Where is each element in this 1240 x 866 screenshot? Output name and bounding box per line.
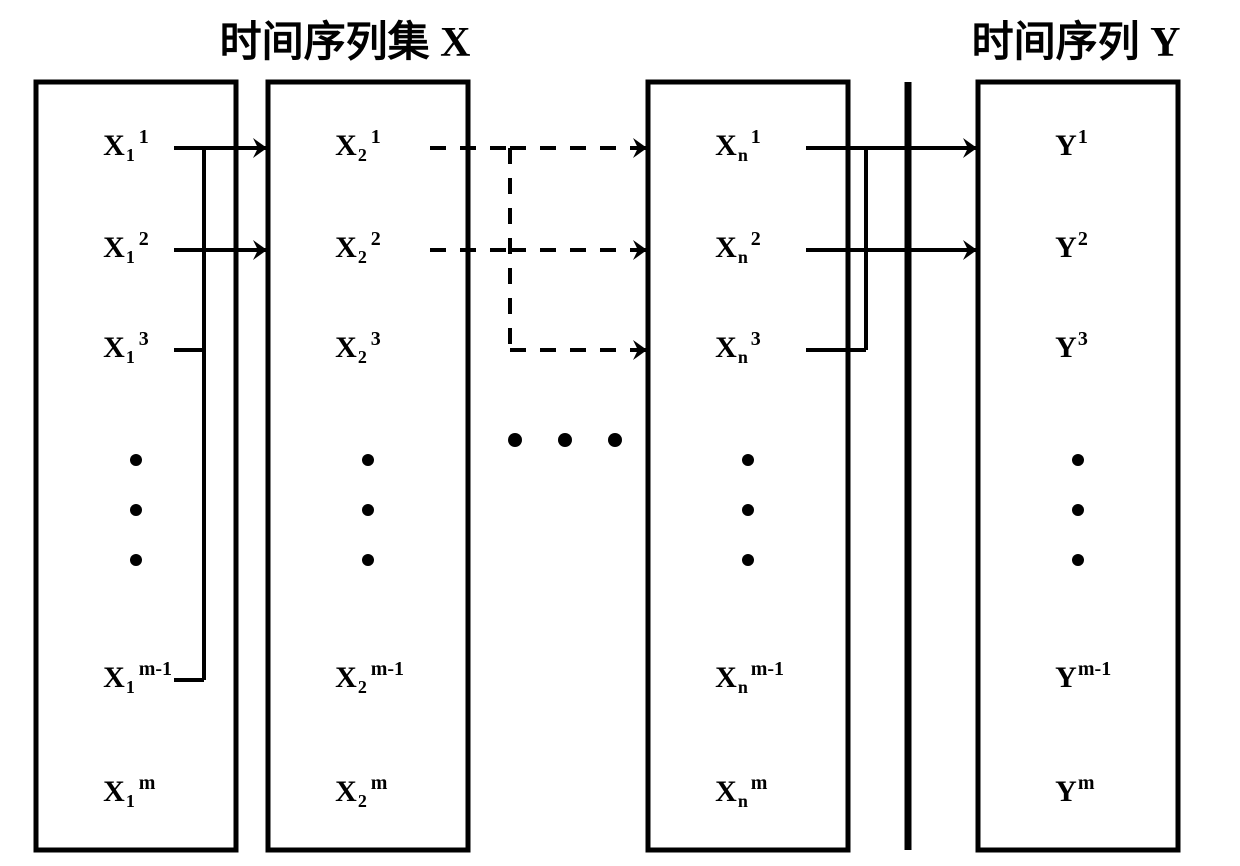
xn-row-2: Xn2 [715, 228, 761, 267]
x1-row-2: X12 [103, 228, 149, 267]
y-row-2-sup: 2 [1078, 228, 1088, 250]
ellipsis-dot [508, 433, 522, 447]
x2-row-3-sup: 3 [371, 328, 381, 350]
x2-row-m-base: X [335, 775, 357, 808]
y-row-1-base: Y [1055, 129, 1077, 162]
x1-row-2-sup: 2 [139, 228, 149, 250]
xn-row-m-sub: n [738, 791, 748, 811]
y-row-m-1-sup: m-1 [1078, 658, 1111, 680]
y-row-3-base: Y [1055, 331, 1077, 364]
xn-row-1-base: X [715, 129, 737, 162]
ellipsis-dot [608, 433, 622, 447]
x2-row-3-base: X [335, 331, 357, 364]
y-vdots [1072, 504, 1084, 516]
x2-vdots [362, 504, 374, 516]
arrows-x2-xn [430, 148, 646, 350]
x1-row-2-sub: 1 [126, 247, 135, 267]
x1-row-m-sup: m [139, 772, 156, 794]
x2-row-3-sub: 2 [358, 347, 367, 367]
xn-vdots [742, 454, 754, 466]
xn-row-2-sup: 2 [751, 228, 761, 250]
xn-row-1-sup: 1 [751, 126, 761, 148]
xn-row-m-sup: m [751, 772, 768, 794]
x2-vdots [362, 454, 374, 466]
xn-row-1: Xn1 [715, 126, 761, 165]
x2-row-2-base: X [335, 231, 357, 264]
xn-row-2-base: X [715, 231, 737, 264]
x2-row-2-sub: 2 [358, 247, 367, 267]
xn-row-m-1-sub: n [738, 677, 748, 697]
y-row-1-sup: 1 [1078, 126, 1088, 148]
xn-row-3: Xn3 [715, 328, 761, 367]
xn-row-3-base: X [715, 331, 737, 364]
x2-row-1: X21 [335, 126, 381, 165]
diagram-root: 时间序列集 X时间序列 YX11X12X13X1m-1X1mX21X22X23X… [0, 0, 1240, 866]
x1-row-3-sup: 3 [139, 328, 149, 350]
x1-row-1: X11 [103, 126, 149, 165]
x2-row-3: X23 [335, 328, 381, 367]
arrows-x1-x2 [174, 148, 266, 680]
y-row-m-1: Ym-1 [1055, 658, 1111, 694]
x2-row-2: X22 [335, 228, 381, 267]
x1-row-3: X13 [103, 328, 149, 367]
x1-vdots [130, 454, 142, 466]
arrows-xn-y [806, 148, 976, 350]
x2-row-m-sup: m [371, 772, 388, 794]
x1-row-1-base: X [103, 129, 125, 162]
xn-row-m-1: Xnm-1 [715, 658, 784, 697]
xn-row-3-sup: 3 [751, 328, 761, 350]
x2-row-m-1: X2m-1 [335, 658, 404, 697]
x1-row-1-sup: 1 [139, 126, 149, 148]
y-row-2-base: Y [1055, 231, 1077, 264]
y-row-3: Y3 [1055, 328, 1088, 364]
x2-row-m-1-sub: 2 [358, 677, 367, 697]
xn-row-m-1-sup: m-1 [751, 658, 784, 680]
x2-row-m: X2m [335, 772, 388, 811]
y-row-m-base: Y [1055, 775, 1077, 808]
xn-vdots [742, 554, 754, 566]
y-row-2: Y2 [1055, 228, 1088, 264]
x1-row-1-sub: 1 [126, 145, 135, 165]
x2-row-m-sub: 2 [358, 791, 367, 811]
x1-row-2-base: X [103, 231, 125, 264]
x1-row-m-base: X [103, 775, 125, 808]
x1-row-m-1-sup: m-1 [139, 658, 172, 680]
x2-row-2-sup: 2 [371, 228, 381, 250]
x1-row-3-sub: 1 [126, 347, 135, 367]
x2-row-1-sup: 1 [371, 126, 381, 148]
x2-row-m-1-sup: m-1 [371, 658, 404, 680]
xn-vdots [742, 504, 754, 516]
y-row-m: Ym [1055, 772, 1095, 808]
x2-row-1-base: X [335, 129, 357, 162]
x2-row-1-sub: 2 [358, 145, 367, 165]
x1-row-m-1-sub: 1 [126, 677, 135, 697]
xn-row-m-1-base: X [715, 661, 737, 694]
y-row-m-sup: m [1078, 772, 1095, 794]
title-x-set: 时间序列集 X [220, 19, 471, 66]
xn-row-m: Xnm [715, 772, 768, 811]
x1-vdots [130, 504, 142, 516]
x1-row-m-1: X1m-1 [103, 658, 172, 697]
x2-vdots [362, 554, 374, 566]
x2-row-m-1-base: X [335, 661, 357, 694]
y-row-3-sup: 3 [1078, 328, 1088, 350]
xn-row-1-sub: n [738, 145, 748, 165]
x1-vdots [130, 554, 142, 566]
x1-row-m: X1m [103, 772, 156, 811]
xn-row-m-base: X [715, 775, 737, 808]
y-vdots [1072, 454, 1084, 466]
x1-row-m-1-base: X [103, 661, 125, 694]
y-vdots [1072, 554, 1084, 566]
y-row-1: Y1 [1055, 126, 1088, 162]
x1-row-3-base: X [103, 331, 125, 364]
y-row-m-1-base: Y [1055, 661, 1077, 694]
title-y: 时间序列 Y [972, 19, 1181, 66]
ellipsis-dot [558, 433, 572, 447]
x1-row-m-sub: 1 [126, 791, 135, 811]
xn-row-3-sub: n [738, 347, 748, 367]
xn-row-2-sub: n [738, 247, 748, 267]
